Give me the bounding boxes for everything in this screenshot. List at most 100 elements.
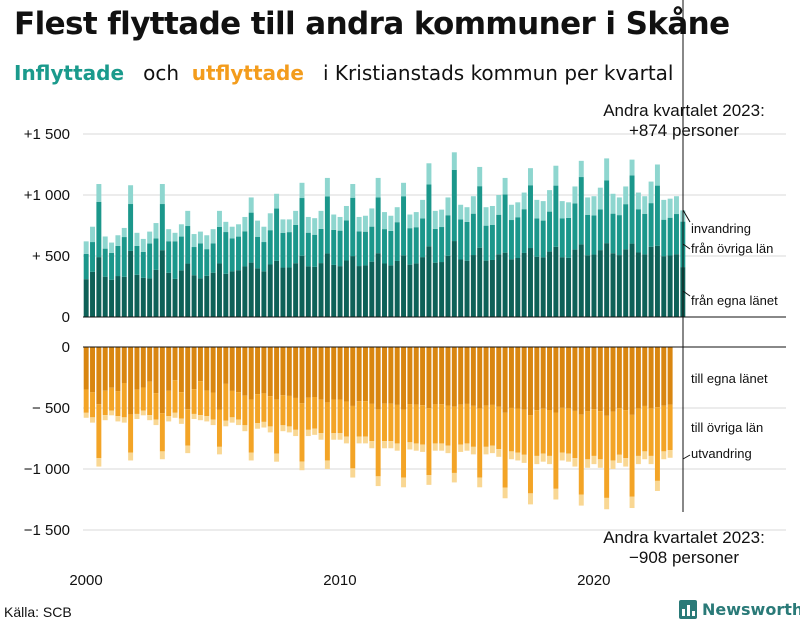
outflow-bar-ovriga	[147, 381, 153, 416]
inflow-bar-invandring	[483, 207, 489, 226]
outflow-bar-utvandring	[394, 443, 400, 451]
outflow-bar-utvandring	[477, 477, 483, 488]
inflow-bar-ovriga	[121, 237, 127, 277]
inflow-bar-egna	[388, 265, 394, 317]
outflow-bar-utvandring	[159, 451, 165, 460]
outflow-bar-utvandring	[121, 417, 127, 423]
outflow-bar-ovriga	[236, 392, 241, 420]
outflow-bar-ovriga	[572, 410, 578, 459]
inflow-bar-ovriga	[528, 185, 533, 249]
outflow-bar-ovriga	[191, 389, 197, 414]
inflow-bar-ovriga	[439, 227, 445, 263]
inflow-bar-invandring	[667, 198, 673, 218]
outflow-bar-egna	[121, 347, 127, 383]
inflow-bar-egna	[115, 276, 121, 317]
inflow-bar-egna	[540, 257, 546, 317]
outflow-bar-ovriga	[375, 409, 381, 477]
outflow-bar-egna	[274, 347, 280, 400]
inflow-bar-ovriga	[597, 209, 603, 251]
outflow-bar-utvandring	[489, 445, 495, 454]
inflow-bar-invandring	[674, 196, 679, 215]
outflow-bar-egna	[578, 347, 584, 415]
inflow-bar-invandring	[375, 177, 381, 198]
inflow-bar-ovriga	[236, 236, 241, 271]
inflow-bar-ovriga	[496, 214, 502, 255]
outflow-bar-ovriga	[185, 409, 191, 446]
inflow-bar-invandring	[236, 224, 241, 237]
outflow-bar-egna	[185, 347, 191, 410]
inflow-bar-egna	[426, 246, 432, 317]
inflow-bar-invandring	[337, 216, 343, 231]
outflow-bar-utvandring	[178, 418, 184, 424]
outflow-bar-egna	[401, 347, 407, 410]
outflow-bar-utvandring	[559, 452, 565, 461]
inflow-bar-ovriga	[153, 238, 159, 270]
outflow-bar-egna	[654, 347, 660, 408]
outflow-bar-utvandring	[293, 429, 299, 437]
inflow-bar-egna	[439, 262, 445, 317]
outflow-bar-egna	[635, 347, 641, 409]
inflow-bar-invandring	[572, 186, 578, 204]
outflow-bar-utvandring	[553, 488, 559, 500]
inflow-bar-invandring	[128, 185, 134, 205]
inflow-bar-ovriga	[515, 217, 521, 259]
outflow-bar-egna	[362, 347, 368, 402]
inflow-bar-invandring	[394, 207, 400, 223]
outflow-bar-ovriga	[318, 399, 324, 434]
inflow-bar-egna	[674, 254, 679, 317]
outflow-bar-utvandring	[629, 496, 635, 509]
inflow-bar-invandring	[115, 235, 121, 246]
inflow-bar-invandring	[578, 160, 584, 178]
outflow-bar-egna	[585, 347, 591, 412]
outflow-bar-egna	[318, 347, 324, 400]
inflow-bar-egna	[420, 257, 426, 317]
outflow-bar-egna	[153, 347, 159, 394]
outflow-bar-ovriga	[134, 389, 140, 414]
outflow-bar-ovriga	[337, 399, 343, 434]
inflow-bar-egna	[521, 252, 527, 317]
inflow-bar-invandring	[305, 216, 311, 233]
inflow-bar-egna	[629, 243, 635, 317]
outflow-bar-utvandring	[274, 453, 280, 462]
outflow-bar-utvandring	[267, 426, 273, 433]
outflow-bar-egna	[439, 347, 445, 405]
outflow-bar-ovriga	[388, 403, 394, 442]
inflow-bar-invandring	[286, 219, 292, 233]
inflow-bar-ovriga	[654, 185, 660, 246]
inflow-bar-egna	[654, 245, 660, 317]
inflow-bar-egna	[382, 263, 387, 317]
inflow-bar-ovriga	[388, 230, 394, 266]
outflow-bar-ovriga	[661, 405, 667, 452]
inflow-bar-invandring	[604, 158, 610, 181]
inflow-bar-invandring	[585, 197, 591, 215]
inflow-bar-ovriga	[185, 226, 191, 264]
inflow-bar-invandring	[121, 227, 127, 238]
inflow-bar-ovriga	[604, 180, 610, 244]
inflow-bar-invandring	[242, 216, 248, 232]
outflow-bar-utvandring	[312, 428, 318, 435]
outflow-bar-ovriga	[534, 410, 540, 456]
outflow-bar-utvandring	[96, 458, 102, 467]
inflow-bar-ovriga	[489, 224, 495, 260]
inflow-bar-invandring	[216, 210, 222, 227]
outflow-bar-egna	[534, 347, 540, 411]
brand-logo: Newsworthy	[679, 600, 800, 619]
outflow-bar-ovriga	[642, 405, 648, 452]
inflow-bar-egna	[324, 253, 330, 317]
inflow-bar-ovriga	[559, 218, 565, 258]
inflow-bar-ovriga	[375, 197, 381, 254]
outflow-bar-ovriga	[540, 408, 546, 454]
outflow-bar-egna	[407, 347, 413, 405]
outflow-bar-ovriga	[648, 408, 654, 456]
inflow-bar-egna	[616, 255, 622, 317]
outflow-bar-utvandring	[115, 416, 121, 422]
outflow-bar-egna	[356, 347, 362, 402]
outflow-bar-ovriga	[286, 395, 292, 427]
inflow-bar-invandring	[470, 196, 476, 214]
outflow-bar-utvandring	[528, 493, 533, 505]
outflow-bar-egna	[540, 347, 546, 409]
inflow-bar-invandring	[451, 152, 457, 170]
outflow-bar-utvandring	[642, 451, 648, 460]
inflow-bar-ovriga	[83, 253, 89, 280]
outflow-bar-utvandring	[255, 423, 261, 429]
